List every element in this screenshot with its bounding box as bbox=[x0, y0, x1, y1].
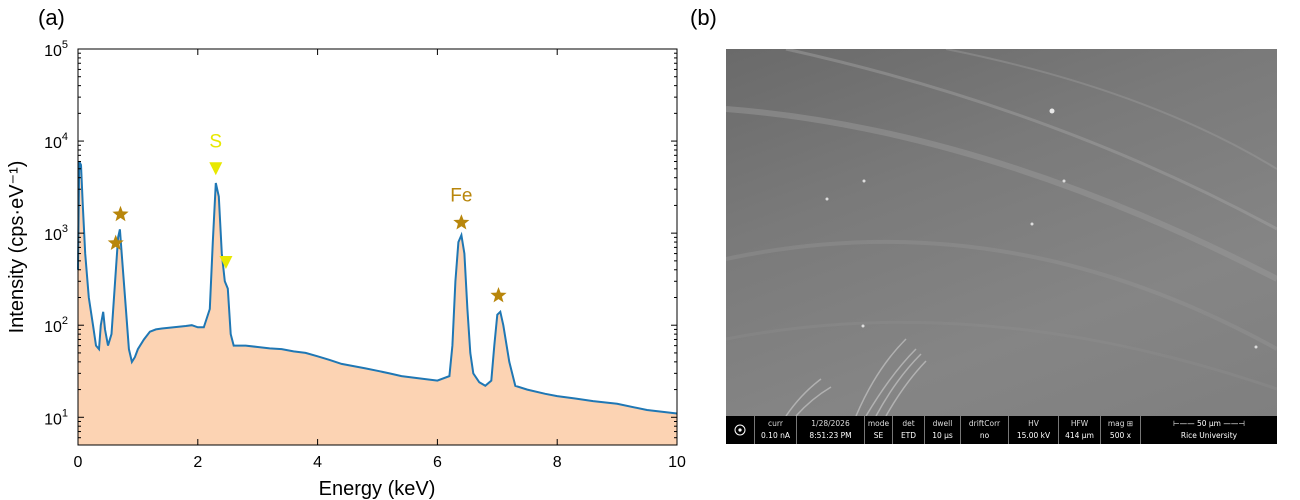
sem-streak bbox=[726, 106, 1277, 282]
y-tick-label: 104 bbox=[44, 131, 68, 152]
sem-streak bbox=[726, 239, 1277, 351]
sem-streak bbox=[726, 320, 1277, 391]
sem-particle bbox=[825, 197, 829, 201]
x-tick-label: 8 bbox=[553, 454, 562, 471]
element-marker-star bbox=[453, 214, 470, 230]
sem-field-det: det ETD bbox=[892, 416, 924, 444]
element-marker-triangle bbox=[209, 162, 223, 176]
x-tick-label: 6 bbox=[433, 454, 442, 471]
sem-field-dwell: dwell 10 μs bbox=[924, 416, 960, 444]
element-marker-triangle bbox=[219, 255, 233, 269]
element-marker-star bbox=[107, 234, 124, 250]
sem-scalebar-cell: ⊢—— 50 μm ——⊣ Rice University bbox=[1140, 416, 1277, 444]
sem-streak bbox=[785, 49, 1277, 231]
sem-particle bbox=[1254, 345, 1258, 349]
sem-field-hv: HV 15.00 kV bbox=[1008, 416, 1058, 444]
peak-annotation: S bbox=[209, 132, 222, 153]
spectrum-area bbox=[78, 161, 677, 445]
fei-logo-icon bbox=[726, 416, 754, 444]
sem-particle bbox=[861, 324, 865, 328]
spectrum-line bbox=[77, 161, 678, 415]
element-marker-star bbox=[112, 205, 129, 222]
y-tick-label: 103 bbox=[44, 223, 68, 244]
sem-particle bbox=[1062, 179, 1066, 183]
x-tick-label: 0 bbox=[74, 454, 83, 471]
sem-field-hfw: HFW 414 μm bbox=[1058, 416, 1100, 444]
panel-label-a: (a) bbox=[38, 5, 65, 30]
sem-streak bbox=[945, 49, 1277, 170]
y-tick-label: 102 bbox=[44, 315, 68, 336]
x-axis-label: Energy (keV) bbox=[319, 478, 436, 500]
y-tick-label: 105 bbox=[44, 39, 68, 60]
sem-particle bbox=[862, 179, 866, 183]
sem-field-datetime: 1/28/2026 8:51:23 PM bbox=[796, 416, 864, 444]
sem-fibers bbox=[785, 338, 927, 416]
sem-field-mag: mag ⊞ 500 x bbox=[1100, 416, 1140, 444]
element-marker-star bbox=[490, 287, 507, 303]
sem-institution: Rice University bbox=[1180, 431, 1238, 440]
eds-spectrum-chart: 0 2 4 6 8 10 101 102 103 104 105 Energy (keV) Int… bbox=[6, 39, 686, 500]
sem-info-bar: curr 0.10 nA 1/28/2026 8:51:23 PM mode SE d… bbox=[726, 416, 1277, 444]
sem-field-mode: mode SE bbox=[864, 416, 892, 444]
y-axis-label: Intensity (cps·eV⁻¹) bbox=[6, 161, 28, 334]
sem-scale-bar: ⊢—— 50 μm ——⊣ bbox=[1173, 419, 1245, 428]
sem-surface-texture bbox=[726, 49, 1277, 416]
y-tick-label: 101 bbox=[44, 407, 68, 428]
sem-field-driftcorr: driftCorr no bbox=[960, 416, 1008, 444]
x-tick-label: 10 bbox=[668, 454, 686, 471]
x-tick-label: 4 bbox=[313, 454, 322, 471]
sem-particle bbox=[1030, 222, 1034, 226]
sem-micrograph-panel: curr 0.10 nA 1/28/2026 8:51:23 PM mode SE d… bbox=[726, 49, 1277, 444]
peak-annotation: Fe bbox=[450, 186, 472, 207]
sem-image bbox=[726, 49, 1277, 416]
panel-label-b: (b) bbox=[690, 5, 717, 30]
sem-field-curr: curr 0.10 nA bbox=[754, 416, 796, 444]
sem-particle bbox=[1049, 108, 1055, 114]
x-tick-label: 2 bbox=[193, 454, 202, 471]
